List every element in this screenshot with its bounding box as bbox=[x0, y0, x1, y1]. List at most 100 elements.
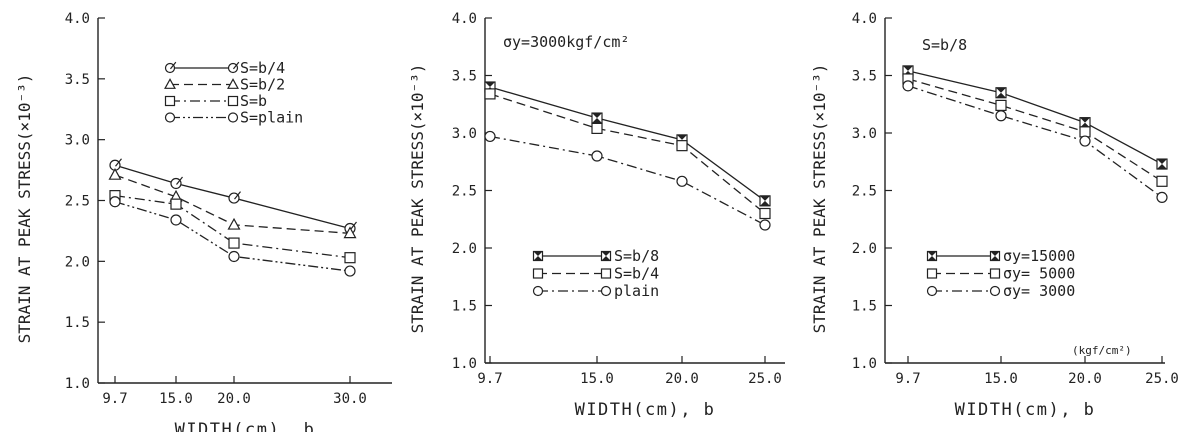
legend-marker bbox=[227, 78, 239, 89]
data-point-slash bbox=[176, 176, 183, 185]
series-line bbox=[489, 135, 766, 226]
y-tick-label: 3.5 bbox=[852, 69, 877, 85]
data-point bbox=[228, 250, 240, 263]
data-point bbox=[1079, 135, 1091, 147]
data-point-slash bbox=[350, 221, 357, 230]
data-point bbox=[109, 196, 121, 208]
data-point-slash bbox=[234, 191, 241, 200]
series-1: S=b/8 bbox=[484, 81, 771, 265]
chart-annotation: σy=3000kgf/cm² bbox=[503, 33, 629, 51]
data-point bbox=[227, 217, 241, 230]
legend-marker bbox=[926, 285, 938, 297]
y-tick-label: 3.5 bbox=[65, 72, 90, 88]
data-point bbox=[995, 99, 1007, 112]
series-4: S=plain bbox=[109, 109, 356, 277]
chart-annotation: S=b/8 bbox=[922, 36, 967, 54]
x-tick-label: 20.0 bbox=[217, 391, 251, 407]
x-axis-label: WIDTH(cm), b bbox=[575, 400, 716, 420]
y-tick-label: 2.0 bbox=[852, 241, 877, 257]
data-point bbox=[170, 198, 182, 210]
chart-2: 1.0 1.5 2.0 2.5 3.0 3.5 4.0 9.7 15.0 20.0 25.0 STRA… bbox=[408, 11, 785, 420]
legend-marker bbox=[164, 78, 176, 89]
legend-label: plain bbox=[614, 282, 659, 300]
x-tick-label: 15.0 bbox=[984, 371, 1018, 387]
legend-marker bbox=[600, 285, 612, 297]
legend-marker-fill bbox=[533, 251, 543, 261]
legend-marker-fill bbox=[990, 251, 1000, 261]
series-line bbox=[489, 86, 766, 202]
y-axis-label: STRAIN AT PEAK STRESS(×10⁻³) bbox=[15, 74, 34, 344]
legend-label: S=plain bbox=[240, 109, 303, 127]
data-point bbox=[1156, 191, 1168, 203]
legend-marker bbox=[989, 268, 1001, 279]
legend-label: S=b/2 bbox=[240, 76, 285, 94]
y-tick-label: 3.5 bbox=[452, 69, 477, 85]
x-axis-label: WIDTH(cm), b bbox=[175, 420, 316, 432]
data-point-slash bbox=[115, 158, 122, 167]
legend-marker bbox=[532, 268, 544, 279]
legend-label: S=b/4 bbox=[614, 265, 659, 283]
x-tick-label: 9.7 bbox=[895, 371, 920, 387]
y-tick-label: 1.5 bbox=[852, 299, 877, 315]
data-point-fill bbox=[760, 195, 770, 206]
chart-1: 1.0 1.5 2.0 2.5 3.0 3.5 4.0 9.7 15.0 20.0 30.0 STRA… bbox=[15, 11, 392, 432]
data-point bbox=[676, 175, 688, 187]
data-point bbox=[676, 140, 688, 152]
series-3: plain bbox=[484, 130, 771, 300]
data-point bbox=[344, 265, 356, 277]
legend-marker-fill bbox=[601, 251, 611, 261]
y-tick-label: 3.0 bbox=[65, 133, 90, 149]
y-tick-label: 4.0 bbox=[852, 11, 877, 27]
legend-label: S=b/8 bbox=[614, 247, 659, 265]
data-point bbox=[108, 167, 122, 180]
data-point bbox=[759, 207, 771, 220]
data-point bbox=[170, 214, 182, 226]
legend-label: S=b bbox=[240, 92, 267, 110]
legend-marker bbox=[164, 95, 176, 107]
data-point-fill bbox=[1157, 159, 1167, 170]
y-tick-label: 3.0 bbox=[452, 126, 477, 142]
y-axis-label: STRAIN AT PEAK STRESS(×10⁻³) bbox=[810, 64, 829, 334]
y-tick-label: 2.0 bbox=[65, 254, 90, 270]
series-line bbox=[114, 174, 351, 234]
chart-3: 1.0 1.5 2.0 2.5 3.0 3.5 4.0 9.7 15.0 20.0 25.0 STRA… bbox=[810, 11, 1179, 420]
series-line bbox=[489, 93, 766, 215]
legend-label: σy= 5000 bbox=[1003, 265, 1075, 283]
y-tick-label: 4.0 bbox=[452, 11, 477, 27]
y-tick-label: 4.0 bbox=[65, 11, 90, 27]
legend-marker bbox=[600, 268, 612, 279]
legend-label: σy= 3000 bbox=[1003, 282, 1075, 300]
data-point bbox=[1156, 175, 1168, 187]
series-line bbox=[114, 164, 351, 230]
legend-marker bbox=[227, 112, 239, 123]
x-tick-label: 15.0 bbox=[580, 371, 614, 387]
y-tick-label: 3.0 bbox=[852, 126, 877, 142]
y-tick-label: 1.0 bbox=[452, 356, 477, 372]
data-point bbox=[591, 122, 603, 135]
data-point bbox=[1079, 126, 1091, 138]
y-tick-label: 1.0 bbox=[852, 356, 877, 372]
x-tick-label: 9.7 bbox=[102, 391, 127, 407]
x-tick-label: 20.0 bbox=[665, 371, 699, 387]
x-tick-label: 30.0 bbox=[333, 391, 367, 407]
data-point bbox=[759, 219, 771, 231]
x-tick-label: 25.0 bbox=[1145, 371, 1179, 387]
legend-marker-slash bbox=[232, 61, 240, 70]
series-line bbox=[114, 194, 351, 259]
series-1: S=b/4 bbox=[109, 59, 357, 235]
unit-note: (kgf/cm²) bbox=[1072, 344, 1132, 357]
data-point bbox=[591, 150, 603, 162]
legend-marker bbox=[926, 268, 938, 279]
series-line bbox=[907, 70, 1163, 165]
legend-marker-fill bbox=[927, 251, 937, 261]
series-line bbox=[907, 78, 1163, 182]
legend-label: σy=15000 bbox=[1003, 247, 1075, 265]
series-line bbox=[907, 85, 1163, 198]
data-point bbox=[995, 110, 1007, 122]
data-point bbox=[344, 252, 356, 264]
x-tick-label: 15.0 bbox=[159, 391, 193, 407]
y-tick-label: 2.5 bbox=[452, 184, 477, 200]
x-axis-label: WIDTH(cm), b bbox=[955, 400, 1096, 420]
legend-label: S=b/4 bbox=[240, 59, 285, 77]
